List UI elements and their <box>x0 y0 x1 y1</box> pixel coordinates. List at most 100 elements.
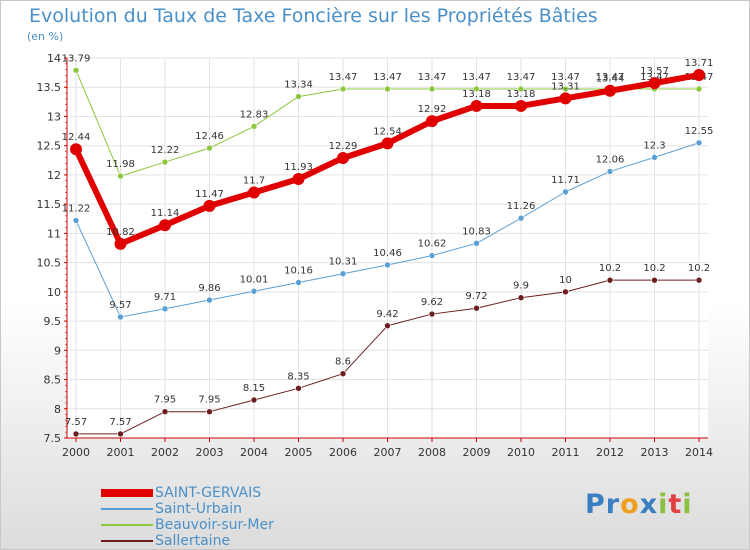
data-label-saint-gervais: 13.44 <box>596 74 625 85</box>
data-label-saint-urbain: 11.71 <box>551 175 580 186</box>
data-point-saint-urbain <box>295 279 302 286</box>
data-point-saint-urbain <box>72 217 80 224</box>
data-label-saint-urbain: 11.22 <box>62 204 91 215</box>
data-point-saint-gervais <box>426 115 438 128</box>
data-label-saint-urbain: 9.86 <box>198 283 220 294</box>
data-label-beauvoir-sur-mer: 13.47 <box>596 72 625 83</box>
data-point-beauvoir-sur-mer <box>161 158 169 166</box>
data-label-saint-gervais: 11.7 <box>243 175 265 186</box>
legend-item: Saint-Urbain <box>101 501 274 517</box>
data-point-saint-gervais <box>559 92 572 105</box>
legend-swatch <box>101 524 153 526</box>
data-point-sallertaine <box>473 304 480 312</box>
data-point-saint-gervais <box>693 68 705 81</box>
data-point-saint-gervais <box>70 143 82 156</box>
data-point-sallertaine <box>384 322 391 330</box>
data-point-saint-urbain <box>517 214 525 222</box>
data-point-sallertaine <box>161 408 169 415</box>
data-label-saint-gervais: 13.18 <box>462 89 491 100</box>
data-label-beauvoir-sur-mer: 12.46 <box>195 131 224 142</box>
data-point-sallertaine <box>206 408 213 415</box>
data-point-sallertaine <box>72 430 80 438</box>
data-label-saint-urbain: 12.06 <box>596 154 625 165</box>
data-point-beauvoir-sur-mer <box>117 172 124 180</box>
y-tick-label: 12.5 <box>37 140 62 153</box>
data-point-saint-urbain <box>250 287 258 295</box>
data-label-beauvoir-sur-mer: 13.47 <box>418 72 447 83</box>
data-label-saint-urbain: 10.83 <box>462 226 491 237</box>
data-label-sallertaine: 7.57 <box>109 417 131 428</box>
data-label-sallertaine: 9.72 <box>465 291 487 302</box>
data-point-beauvoir-sur-mer <box>250 123 258 130</box>
data-label-beauvoir-sur-mer: 13.79 <box>62 53 91 64</box>
y-tick-label: 8 <box>54 403 61 416</box>
data-label-saint-gervais: 11.47 <box>195 189 224 200</box>
x-tick-label: 2011 <box>552 446 580 459</box>
data-point-saint-gervais <box>648 77 661 90</box>
data-point-sallertaine <box>339 370 347 377</box>
data-point-beauvoir-sur-mer <box>428 85 436 93</box>
data-label-sallertaine: 10 <box>559 275 572 286</box>
data-label-beauvoir-sur-mer: 12.22 <box>151 145 180 156</box>
x-tick-label: 2010 <box>507 446 535 459</box>
data-point-beauvoir-sur-mer <box>695 85 703 93</box>
data-label-sallertaine: 7.95 <box>154 395 176 406</box>
data-label-saint-urbain: 11.26 <box>507 201 536 212</box>
data-point-saint-urbain <box>651 154 658 161</box>
legend-item: SAINT-GERVAIS <box>101 485 274 501</box>
legend-item: Sallertaine <box>101 533 274 549</box>
data-point-sallertaine <box>562 288 569 296</box>
x-tick-label: 2002 <box>151 446 179 459</box>
data-label-saint-gervais: 13.31 <box>551 81 580 92</box>
data-point-saint-urbain <box>117 313 124 321</box>
legend-label: Sallertaine <box>155 533 231 549</box>
data-point-beauvoir-sur-mer <box>562 85 569 93</box>
y-tick-label: 9 <box>54 344 61 357</box>
y-tick-label: 7.5 <box>44 432 62 445</box>
x-tick-label: 2008 <box>418 446 446 459</box>
data-label-beauvoir-sur-mer: 13.47 <box>462 72 491 83</box>
data-point-saint-urbain <box>384 261 391 269</box>
legend-swatch <box>101 489 153 497</box>
data-label-saint-urbain: 9.57 <box>109 300 131 311</box>
data-point-saint-urbain <box>473 240 480 247</box>
data-label-saint-urbain: 10.01 <box>240 274 269 285</box>
data-point-sallertaine <box>117 430 124 438</box>
data-label-beauvoir-sur-mer: 11.98 <box>106 159 135 170</box>
y-tick-label: 13 <box>47 110 61 123</box>
data-point-sallertaine <box>517 294 525 301</box>
y-tick-label: 12 <box>47 169 61 182</box>
x-tick-label: 2004 <box>240 446 268 459</box>
legend-label: Saint-Urbain <box>155 501 243 517</box>
data-point-saint-gervais <box>515 99 527 112</box>
legend-item: Beauvoir-sur-Mer <box>101 517 274 533</box>
x-tick-label: 2007 <box>374 446 402 459</box>
data-point-saint-urbain <box>562 188 569 196</box>
data-point-saint-gervais <box>381 137 394 150</box>
data-label-saint-gervais: 10.82 <box>106 227 135 238</box>
data-label-sallertaine: 8.35 <box>287 371 309 382</box>
data-point-beauvoir-sur-mer <box>384 85 391 93</box>
data-point-saint-gervais <box>470 99 483 112</box>
chart-legend: SAINT-GERVAIS Saint-Urbain Beauvoir-sur-Me… <box>101 485 274 549</box>
x-tick-label: 2009 <box>463 446 491 459</box>
data-point-saint-gervais <box>292 173 305 186</box>
data-point-beauvoir-sur-mer <box>517 85 525 93</box>
logo-letter: i <box>682 489 693 520</box>
data-point-beauvoir-sur-mer <box>473 85 480 93</box>
data-point-saint-urbain <box>206 296 213 304</box>
y-tick-label: 13.5 <box>37 81 62 94</box>
data-label-saint-urbain: 12.55 <box>685 126 714 137</box>
y-tick-label: 10 <box>47 286 61 299</box>
data-point-saint-urbain <box>339 270 347 278</box>
data-point-saint-gervais <box>159 219 171 232</box>
data-label-saint-gervais: 12.92 <box>418 104 447 115</box>
data-label-beauvoir-sur-mer: 13.47 <box>507 72 536 83</box>
data-label-sallertaine: 10.2 <box>688 263 710 274</box>
data-point-saint-urbain <box>161 305 169 313</box>
x-tick-label: 2000 <box>62 446 90 459</box>
data-point-saint-gervais <box>114 237 127 250</box>
logo-letter: i <box>658 489 669 520</box>
data-point-sallertaine <box>651 276 658 284</box>
data-label-sallertaine: 9.42 <box>376 309 398 320</box>
